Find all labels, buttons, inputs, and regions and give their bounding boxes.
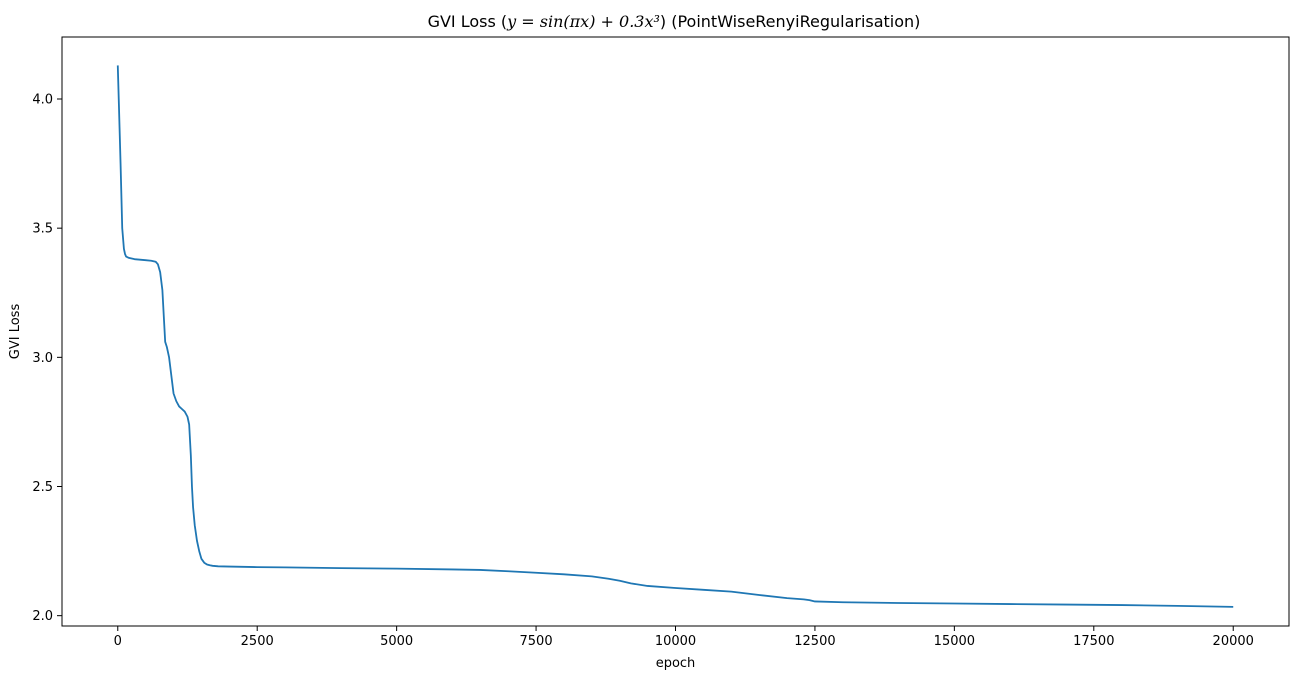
x-axis-label: epoch — [656, 656, 696, 671]
x-tick-label: 20000 — [1213, 634, 1254, 649]
plot-marks — [116, 65, 1234, 608]
x-tick-label: 12500 — [794, 634, 835, 649]
chart-title: GVI Loss (y = sin(πx) + 0.3x³) (PointWis… — [428, 12, 921, 31]
y-axis: 2.0 2.5 3.0 3.5 4.0 — [32, 93, 62, 624]
chart-title-formula: y = sin(πx) + 0.3x³ — [506, 12, 660, 31]
y-tick-label: 3.5 — [32, 222, 53, 237]
y-axis-label: GVI Loss — [8, 304, 23, 360]
x-tick-label: 7500 — [520, 634, 553, 649]
x-axis: 0 2500 5000 7500 10000 12500 15000 17500 20000 — [114, 626, 1254, 649]
x-tick-label: 17500 — [1073, 634, 1114, 649]
chart-title-suffix: ) (PointWiseRenyiRegularisation) — [660, 12, 921, 31]
chart-title-prefix: GVI Loss ( — [428, 12, 508, 31]
y-tick-label: 3.0 — [32, 351, 53, 366]
y-tick-label: 2.5 — [32, 480, 53, 495]
x-tick-label: 2500 — [241, 634, 274, 649]
x-tick-label: 10000 — [655, 634, 696, 649]
y-tick-label: 2.0 — [32, 609, 53, 624]
x-tick-label: 5000 — [380, 634, 413, 649]
plot-frame — [61, 36, 1290, 627]
x-tick-label: 15000 — [934, 634, 975, 649]
series-line-0 — [116, 65, 1234, 608]
x-tick-label: 0 — [114, 634, 122, 649]
y-tick-label: 4.0 — [32, 93, 53, 108]
